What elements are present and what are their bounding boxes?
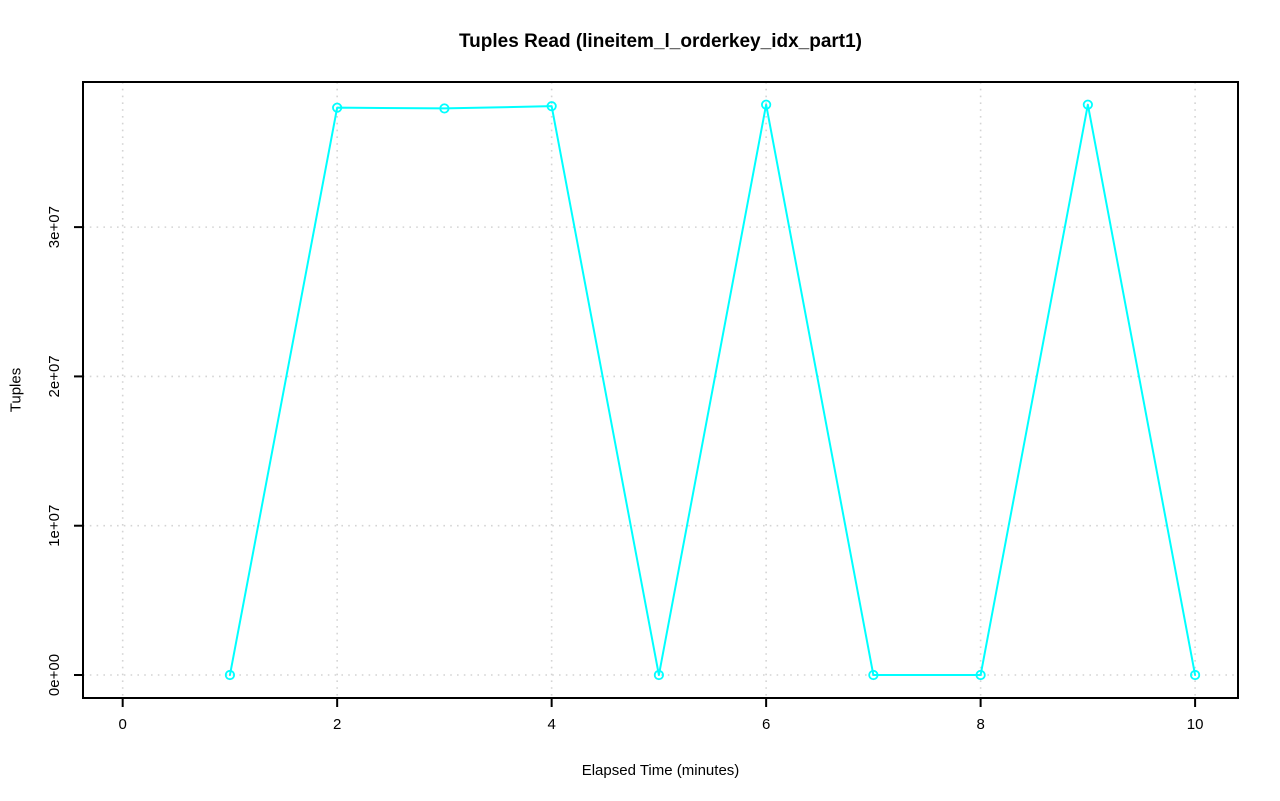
data-point [653,669,664,681]
chart-title: Tuples Read (lineitem_l_orderkey_idx_par… [458,31,863,52]
data-point [868,669,879,681]
y-axis-tick-label: 1e+07 [46,505,63,547]
plot-border [82,81,1239,699]
series-line [228,103,1197,677]
data-point [546,101,557,112]
y-axis-tick-label: 2e+07 [46,355,63,397]
data-point [439,103,450,114]
y-axis-tick-label: 3e+07 [46,206,63,248]
data-point [1190,669,1201,681]
data-point [1082,99,1093,110]
y-axis-title: Tuples [7,367,25,413]
data-point [332,102,343,113]
x-axis-tick-label: 2 [333,716,341,733]
y-axis-tick-label: 0e+00 [46,654,63,696]
x-axis-tick-label: 6 [762,716,770,733]
x-axis-title: Elapsed Time (minutes) [581,762,740,779]
x-axis-tick-label: 4 [547,716,555,733]
data-point [224,669,236,681]
data-point [975,669,986,681]
data-point [761,99,772,110]
x-axis-tick-label: 8 [976,716,984,733]
x-axis-tick-label: 0 [119,716,127,733]
x-axis-tick-label: 10 [1187,716,1204,733]
